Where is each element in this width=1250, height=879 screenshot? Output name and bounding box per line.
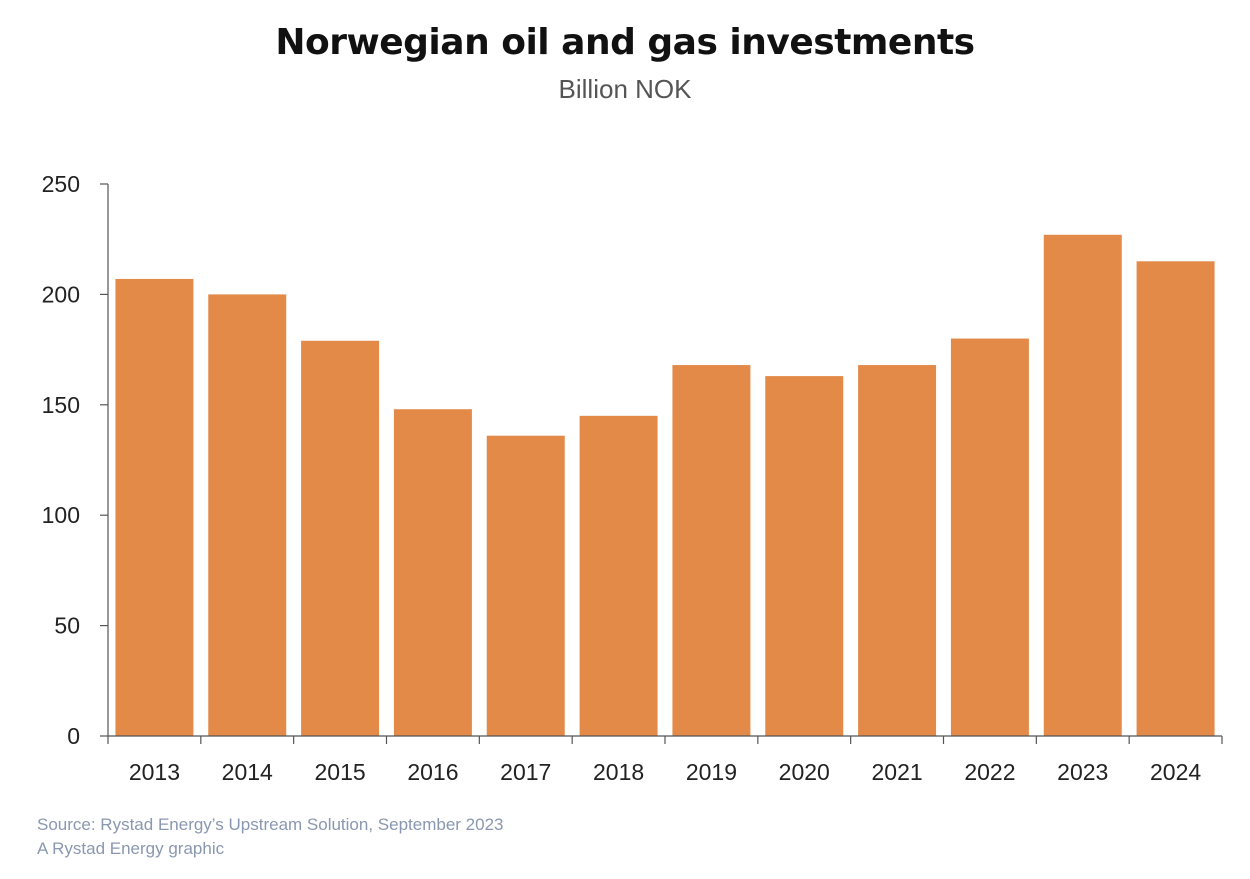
credit-note: A Rystad Energy graphic: [37, 839, 225, 858]
y-tick-label: 50: [54, 613, 80, 639]
y-tick-label: 0: [67, 723, 80, 749]
x-tick-label: 2022: [964, 759, 1015, 785]
x-tick-label: 2015: [314, 759, 365, 785]
bar-2014: [208, 294, 287, 736]
x-tick-label: 2018: [593, 759, 644, 785]
x-tick-label: 2016: [407, 759, 458, 785]
bar-2023: [1043, 234, 1122, 736]
y-tick-label: 250: [42, 171, 80, 197]
y-tick-label: 200: [42, 281, 80, 307]
bar-2020: [765, 376, 844, 736]
source-note: Source: Rystad Energy’s Upstream Solutio…: [37, 815, 504, 834]
bar-2022: [950, 338, 1029, 736]
x-tick-label: 2021: [871, 759, 922, 785]
bar-2021: [858, 365, 937, 736]
chart-subtitle: Billion NOK: [558, 74, 692, 104]
x-tick-label: 2020: [779, 759, 830, 785]
bar-2015: [301, 340, 380, 736]
x-tick-label: 2014: [222, 759, 273, 785]
chart-title: Norwegian oil and gas investments: [275, 22, 975, 63]
bar-2013: [115, 278, 194, 736]
bar-2016: [393, 409, 472, 736]
bar-2018: [579, 415, 658, 736]
y-tick-label: 100: [42, 502, 80, 528]
x-tick-label: 2024: [1150, 759, 1201, 785]
x-tick-label: 2013: [129, 759, 180, 785]
x-tick-label: 2017: [500, 759, 551, 785]
bar-2019: [672, 365, 751, 736]
y-tick-label: 150: [42, 392, 80, 418]
bar-2024: [1136, 261, 1215, 736]
x-tick-label: 2019: [686, 759, 737, 785]
x-tick-label: 2023: [1057, 759, 1108, 785]
bar-2017: [486, 435, 565, 736]
